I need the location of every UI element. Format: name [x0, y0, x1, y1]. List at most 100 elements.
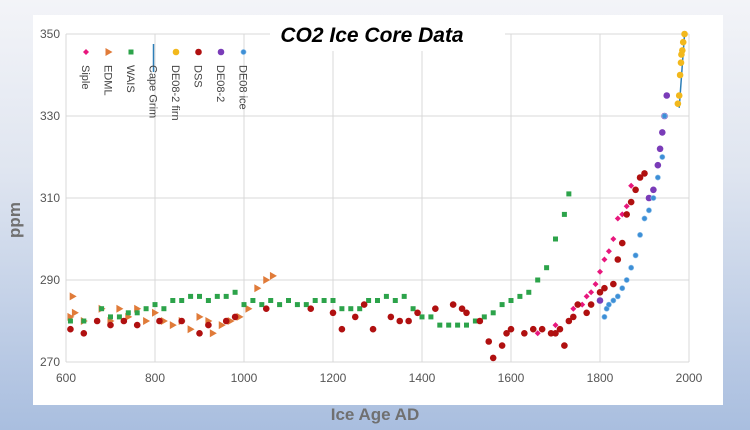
square-point	[383, 293, 389, 299]
diamond-point	[601, 256, 608, 263]
circle-point	[449, 301, 457, 308]
square-point	[455, 322, 461, 328]
circle-point	[196, 330, 203, 337]
circle-point	[307, 305, 315, 313]
circle-point	[565, 317, 573, 325]
circle-point	[231, 313, 239, 321]
square-point	[128, 49, 134, 55]
tick-labels: 600 800 1000 1200 1400 1600 1800 2000 270 290 310 3…	[40, 27, 703, 385]
square-point	[428, 314, 434, 320]
square-point	[472, 318, 478, 324]
x-tick-label: 800	[145, 371, 165, 385]
square-point	[348, 306, 354, 312]
square-point	[205, 298, 211, 303]
circle-point	[606, 301, 612, 308]
square-point	[481, 314, 487, 320]
circle-point	[67, 325, 74, 333]
circle-point	[663, 92, 671, 99]
x-axis-label: Ice Age AD	[331, 405, 420, 424]
diamond-point	[552, 322, 559, 329]
square-point	[152, 302, 158, 308]
triangle-point	[187, 325, 195, 334]
series-dss	[67, 170, 648, 362]
circle-point	[503, 330, 510, 337]
square-point	[401, 293, 407, 299]
triangle-point	[263, 276, 271, 284]
square-point	[170, 298, 176, 303]
circle-point	[507, 325, 515, 333]
square-point	[99, 306, 105, 312]
circle-point	[636, 174, 644, 181]
square-point	[108, 314, 113, 320]
circle-point	[623, 211, 630, 218]
y-tick-label: 310	[40, 191, 60, 205]
diamond-point	[588, 289, 595, 296]
square-point	[188, 293, 194, 299]
diamond-point	[623, 203, 630, 210]
circle-point	[262, 305, 270, 313]
circle-point	[677, 59, 685, 66]
legend-entry: DSS	[192, 48, 204, 88]
circle-point	[641, 215, 648, 222]
square-point	[161, 306, 167, 312]
circle-point	[405, 317, 412, 325]
circle-point	[632, 186, 639, 194]
circle-point	[205, 321, 212, 329]
square-point	[566, 191, 572, 197]
circle-point	[587, 301, 595, 308]
square-point	[561, 211, 567, 217]
circle-point	[156, 317, 163, 325]
circle-point	[614, 256, 622, 263]
circle-point	[654, 161, 662, 169]
triangle-point	[196, 312, 204, 321]
circle-point	[329, 309, 337, 317]
triangle-point	[143, 317, 151, 325]
circle-point	[601, 313, 608, 320]
diamond-point	[83, 49, 89, 55]
series-wais	[67, 191, 572, 328]
circle-point	[178, 317, 185, 325]
square-point	[179, 298, 185, 303]
square-point	[250, 298, 256, 303]
circle-point	[351, 313, 359, 321]
diamond-point	[579, 301, 586, 308]
circle-point	[498, 342, 506, 349]
square-point	[125, 310, 131, 316]
square-point	[419, 314, 425, 320]
square-point	[490, 310, 496, 316]
circle-point	[610, 280, 617, 288]
circle-point	[618, 239, 626, 247]
diamond-point	[534, 330, 541, 337]
triangle-point	[209, 329, 217, 338]
circle-point	[489, 354, 497, 362]
legend-label: DE08-2	[214, 65, 226, 102]
square-point	[81, 318, 87, 324]
circle-point	[627, 198, 635, 206]
square-point	[277, 302, 283, 308]
square-point	[517, 293, 523, 299]
square-point	[321, 298, 327, 303]
circle-point	[463, 309, 470, 317]
y-tick-label: 330	[40, 109, 60, 123]
circle-point	[485, 338, 493, 345]
square-point	[392, 298, 398, 303]
circle-point	[650, 195, 657, 201]
circle-point	[614, 293, 621, 300]
circle-point	[619, 285, 626, 292]
circle-point	[240, 49, 247, 55]
square-point	[214, 293, 220, 299]
circle-point	[133, 321, 141, 329]
square-point	[330, 298, 336, 303]
circle-point	[432, 305, 439, 313]
y-axis-label: ppm	[5, 202, 24, 238]
series-de08-ice	[601, 113, 668, 320]
circle-point	[661, 113, 668, 119]
x-tick-label: 1600	[498, 371, 525, 385]
triangle-point	[152, 308, 159, 317]
legend: Siple EDML WAIS Cape Grim DE08-2 firn DSS DE08…	[79, 44, 249, 121]
diamond-point	[614, 215, 621, 222]
square-point	[134, 310, 140, 316]
square-point	[241, 302, 247, 308]
circle-point	[656, 145, 664, 153]
series-de08-2-firn	[674, 30, 688, 107]
